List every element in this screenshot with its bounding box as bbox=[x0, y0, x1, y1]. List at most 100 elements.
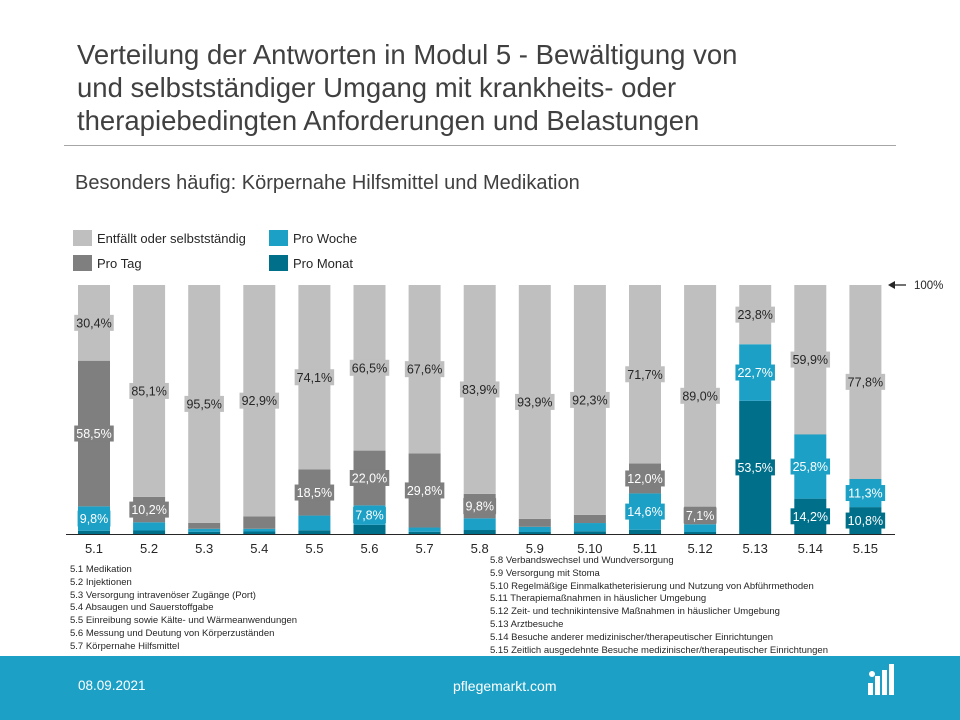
data-label-text: 7,8% bbox=[355, 509, 384, 523]
category-notes-left: 5.1 Medikation 5.2 Injektionen 5.3 Verso… bbox=[70, 564, 297, 654]
legend-label: Entfällt oder selbstständig bbox=[97, 231, 246, 246]
x-tick-label: 5.12 bbox=[687, 541, 712, 556]
bar-pro-monat-5.2 bbox=[133, 530, 166, 534]
chart-subtitle: Besonders häufig: Körpernahe Hilfsmittel… bbox=[75, 172, 580, 194]
chart-title: Verteilung der Antworten in Modul 5 - Be… bbox=[77, 38, 917, 137]
data-label-text: 12,0% bbox=[627, 472, 662, 486]
chart-data-labels: 9,8% 58,5% 30,4% 10,2% 85,1% 95,5% 92,9% 18,5% 7… bbox=[74, 306, 886, 529]
data-label-background bbox=[239, 392, 280, 409]
legend-swatch bbox=[73, 230, 92, 246]
data-label-text: 14,6% bbox=[627, 505, 662, 519]
data-label-pro-tag-5.5: 18,5% bbox=[294, 484, 335, 501]
bar-pro-woche-5.8 bbox=[463, 518, 496, 531]
bar-pro-woche-5.2 bbox=[133, 522, 166, 531]
data-label-background bbox=[790, 351, 831, 368]
data-label-text: 92,9% bbox=[242, 394, 277, 408]
bar-pro-monat-5.5 bbox=[298, 530, 331, 534]
note-item: 5.9 Versorgung mit Stoma bbox=[490, 567, 600, 579]
data-label-background bbox=[515, 393, 555, 410]
x-tick-label: 5.6 bbox=[360, 541, 378, 556]
note-item: 5.11 Therapiemaßnahmen in häuslicher Umg… bbox=[490, 593, 707, 605]
data-label-text: 10,2% bbox=[131, 503, 166, 517]
data-label-text: 7,1% bbox=[686, 509, 715, 523]
x-tick-label: 5.14 bbox=[798, 541, 823, 556]
data-label-background bbox=[353, 507, 386, 524]
hundred-percent-label: 100% bbox=[914, 280, 943, 292]
data-label-text: 95,5% bbox=[186, 397, 221, 411]
data-label-text: 59,9% bbox=[793, 353, 828, 367]
data-label-pro-woche-5.1: 9,8% bbox=[77, 510, 111, 527]
note-item: 5.6 Messung und Deutung von Körperzustän… bbox=[70, 627, 275, 639]
data-label-entfällt-oder-selbstständig-5.8: 83,9% bbox=[459, 381, 500, 398]
bar-pro-monat-5.12 bbox=[684, 532, 717, 534]
data-label-pro-monat-5.15: 10,8% bbox=[845, 512, 886, 529]
data-label-text: 89,0% bbox=[682, 389, 717, 403]
x-axis-tick-labels: 5.1 5.2 5.3 5.4 5.5 5.6 5.7 5.8 5.9 5.10 5.11 5.12 5… bbox=[85, 541, 878, 556]
data-label-text: 23,8% bbox=[737, 308, 772, 322]
note-item: 5.3 Versorgung intravenöser Zugänge (Por… bbox=[70, 589, 256, 601]
legend-swatch bbox=[73, 255, 92, 271]
data-label-entfällt-oder-selbstständig-5.1: 30,4% bbox=[74, 314, 114, 331]
data-label-pro-monat-5.13: 53,5% bbox=[735, 459, 775, 476]
data-label-background bbox=[129, 382, 169, 399]
legend-label: Pro Monat bbox=[293, 256, 353, 271]
data-label-text: 66,5% bbox=[352, 361, 387, 375]
data-label-background bbox=[294, 369, 335, 386]
bar-pro-tag-5.3 bbox=[188, 522, 221, 529]
data-label-entfällt-oder-selbstständig-5.11: 71,7% bbox=[625, 366, 665, 383]
footer-bar: 08.09.2021 pflegemarkt.com bbox=[0, 656, 960, 720]
data-label-background bbox=[349, 469, 390, 486]
footer-brand: pflegemarkt.com bbox=[453, 678, 557, 694]
x-tick-label: 5.4 bbox=[250, 541, 268, 556]
x-tick-label: 5.13 bbox=[743, 541, 768, 556]
data-label-pro-woche-5.13: 22,7% bbox=[735, 364, 775, 381]
data-label-text: 92,3% bbox=[572, 393, 607, 407]
data-label-entfällt-oder-selbstständig-5.9: 93,9% bbox=[515, 393, 555, 410]
legend-item-entfällt-oder-selbstständig: Entfällt oder selbstständig bbox=[73, 230, 246, 246]
title-line-3: therapiebedingten Anforderungen und Bela… bbox=[77, 105, 700, 136]
bar-pro-tag-5.10 bbox=[573, 514, 606, 524]
data-label-entfällt-oder-selbstständig-5.2: 85,1% bbox=[129, 382, 169, 399]
bar-pro-monat-5.4 bbox=[243, 531, 276, 534]
legend-item-pro-monat: Pro Monat bbox=[269, 255, 353, 271]
note-item: 5.12 Zeit- und technikintensive Maßnahme… bbox=[490, 606, 780, 618]
x-tick-label: 5.7 bbox=[416, 541, 434, 556]
data-label-entfällt-oder-selbstständig-5.12: 89,0% bbox=[680, 387, 720, 404]
arrow-head bbox=[888, 281, 895, 289]
data-label-background bbox=[294, 484, 335, 501]
data-label-pro-woche-5.11: 14,6% bbox=[625, 503, 665, 520]
chart-legend: Entfällt oder selbstständig Pro Woche Pro … bbox=[73, 230, 357, 271]
x-tick-label: 5.10 bbox=[577, 541, 602, 556]
data-label-background bbox=[404, 482, 445, 499]
bar-pro-monat-5.11 bbox=[629, 529, 661, 534]
bar-pro-woche-5.9 bbox=[518, 526, 551, 533]
data-label-entfällt-oder-selbstständig-5.14: 59,9% bbox=[790, 351, 831, 368]
x-tick-label: 5.15 bbox=[853, 541, 878, 556]
data-label-entfällt-oder-selbstständig-5.6: 66,5% bbox=[349, 359, 390, 376]
legend-label: Pro Tag bbox=[97, 256, 142, 271]
data-label-background bbox=[77, 510, 111, 527]
data-label-text: 25,8% bbox=[793, 460, 828, 474]
note-item: 5.10 Regelmäßige Einmalkatheterisierung … bbox=[490, 580, 814, 592]
data-label-text: 10,8% bbox=[848, 514, 883, 528]
category-notes-right: 5.8 Verbandswechsel und Wundversorgung 5… bbox=[490, 555, 828, 657]
bar-pro-monat-5.8 bbox=[463, 530, 496, 534]
bar-pro-woche-5.7 bbox=[408, 527, 441, 532]
bar-pro-woche-5.5 bbox=[298, 515, 331, 531]
bar-pro-tag-5.9 bbox=[518, 518, 551, 527]
data-label-entfällt-oder-selbstständig-5.10: 92,3% bbox=[570, 391, 610, 408]
data-label-background bbox=[625, 470, 665, 487]
legend-label: Pro Woche bbox=[293, 231, 357, 246]
x-tick-label: 5.2 bbox=[140, 541, 158, 556]
data-label-background bbox=[74, 425, 114, 442]
footer-date: 08.09.2021 bbox=[78, 678, 146, 693]
data-label-text: 53,5% bbox=[737, 461, 772, 475]
data-label-background bbox=[683, 507, 717, 524]
x-tick-label: 5.1 bbox=[85, 541, 103, 556]
note-item: 5.15 Zeitlich ausgedehnte Besuche medizi… bbox=[490, 644, 828, 656]
note-item: 5.5 Einreibung sowie Kälte- und Wärmeanw… bbox=[70, 615, 298, 627]
bar-pro-monat-5.1 bbox=[78, 530, 110, 534]
legend-swatch bbox=[269, 230, 288, 246]
legend-item-pro-woche: Pro Woche bbox=[269, 230, 357, 246]
data-label-background bbox=[459, 381, 500, 398]
